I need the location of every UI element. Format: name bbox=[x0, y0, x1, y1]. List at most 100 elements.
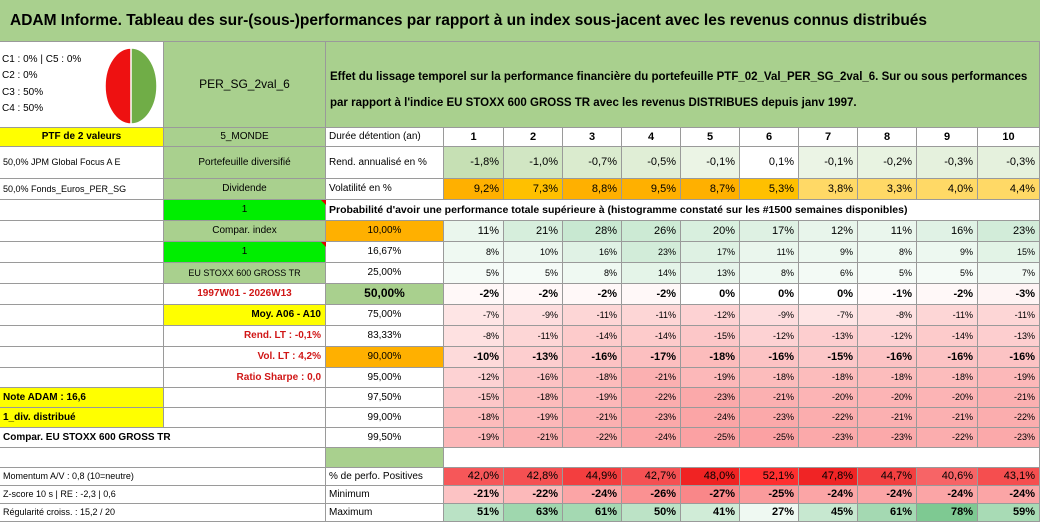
quantile-value: -12% bbox=[740, 326, 799, 347]
quantile-value: -19% bbox=[563, 388, 622, 408]
quantile-value: -19% bbox=[681, 368, 740, 388]
quantile-value: -25% bbox=[681, 428, 740, 448]
pct-positive-value: 40,6% bbox=[917, 468, 978, 486]
quantile-value: -21% bbox=[917, 408, 978, 428]
quantile-value: -19% bbox=[978, 368, 1040, 388]
max-value: 61% bbox=[563, 504, 622, 522]
max-label: Maximum bbox=[326, 504, 444, 522]
quantile-value: 13% bbox=[681, 263, 740, 284]
quantile-value: -23% bbox=[858, 428, 917, 448]
empty-cell bbox=[0, 368, 164, 388]
quantile-value: 14% bbox=[622, 263, 681, 284]
duration-label: Durée détention (an) bbox=[326, 128, 444, 147]
pct-positive-value: 42,8% bbox=[504, 468, 563, 486]
quantile-value: -18% bbox=[799, 368, 858, 388]
quantile-value: -13% bbox=[504, 347, 563, 368]
pct-positive-value: 52,1% bbox=[740, 468, 799, 486]
portfolio-name: PER_SG_2val_6 bbox=[164, 42, 326, 128]
pie-slice-red bbox=[104, 47, 132, 125]
max-value: 78% bbox=[917, 504, 978, 522]
quantile-value: -16% bbox=[917, 347, 978, 368]
quantile-value: -10% bbox=[444, 347, 504, 368]
quantile-value: -23% bbox=[681, 388, 740, 408]
quantile-value: -13% bbox=[978, 326, 1040, 347]
quantile-value: -23% bbox=[740, 408, 799, 428]
vol-value: 4,0% bbox=[917, 179, 978, 200]
vol-value: 7,3% bbox=[504, 179, 563, 200]
quantile-value: -11% bbox=[622, 305, 681, 326]
quantile-value: -11% bbox=[504, 326, 563, 347]
quantile-value: -11% bbox=[978, 305, 1040, 326]
category-legend: C1 : 0% | C5 : 0% C2 : 0% C3 : 50% C4 : … bbox=[0, 42, 164, 128]
quantile-value: 26% bbox=[622, 221, 681, 242]
quantile-value: -12% bbox=[681, 305, 740, 326]
quantile-value: -16% bbox=[978, 347, 1040, 368]
quantile-value: -21% bbox=[622, 368, 681, 388]
quantile-value: -20% bbox=[917, 388, 978, 408]
quantile-value: -12% bbox=[858, 326, 917, 347]
quantile-value: 8% bbox=[858, 242, 917, 263]
description: Effet du lissage temporel sur la perform… bbox=[326, 42, 1040, 128]
empty-green-cell bbox=[326, 448, 444, 468]
year-header: 2 bbox=[504, 128, 563, 147]
quantile-value: -11% bbox=[917, 305, 978, 326]
quantile-value: -2% bbox=[917, 284, 978, 305]
empty-cell bbox=[0, 448, 326, 468]
pct-positive-value: 42,7% bbox=[622, 468, 681, 486]
quantile-value: 9% bbox=[917, 242, 978, 263]
min-value: -24% bbox=[858, 486, 917, 504]
period: 1997W01 - 2026W13 bbox=[164, 284, 326, 305]
max-value: 51% bbox=[444, 504, 504, 522]
rend-value: -1,8% bbox=[444, 147, 504, 179]
quantile-value: 5% bbox=[858, 263, 917, 284]
quantile-value: 17% bbox=[740, 221, 799, 242]
quantile-value: 11% bbox=[740, 242, 799, 263]
rend-value: 0,1% bbox=[740, 147, 799, 179]
rend-value: -0,1% bbox=[799, 147, 858, 179]
empty-cell bbox=[0, 284, 164, 305]
empty-cell bbox=[164, 408, 326, 428]
quantile-value: -14% bbox=[917, 326, 978, 347]
quantile-value: -14% bbox=[622, 326, 681, 347]
quantile-value: -9% bbox=[740, 305, 799, 326]
quantile-value: -24% bbox=[681, 408, 740, 428]
quantile-label: 97,50% bbox=[326, 388, 444, 408]
quantile-value: -2% bbox=[444, 284, 504, 305]
quantile-value: -13% bbox=[799, 326, 858, 347]
year-header: 5 bbox=[681, 128, 740, 147]
quantile-value: -18% bbox=[740, 368, 799, 388]
quantile-label: 99,00% bbox=[326, 408, 444, 428]
quantile-label: 90,00% bbox=[326, 347, 444, 368]
quantile-value: -18% bbox=[681, 347, 740, 368]
quantile-label: 83,33% bbox=[326, 326, 444, 347]
quantile-value: -9% bbox=[504, 305, 563, 326]
quantile-value: -16% bbox=[504, 368, 563, 388]
min-value: -27% bbox=[681, 486, 740, 504]
momentum: Momentum A/V : 0,8 (10=neutre) bbox=[0, 468, 326, 486]
vol-value: 3,8% bbox=[799, 179, 858, 200]
pct-pos-label: % de perfo. Positives bbox=[326, 468, 444, 486]
quantile-value: 6% bbox=[799, 263, 858, 284]
min-value: -22% bbox=[504, 486, 563, 504]
min-value: -24% bbox=[799, 486, 858, 504]
min-value: -24% bbox=[917, 486, 978, 504]
empty-cell bbox=[0, 242, 164, 263]
empty-cell bbox=[0, 221, 164, 242]
index-name: EU STOXX 600 GROSS TR bbox=[164, 263, 326, 284]
max-value: 41% bbox=[681, 504, 740, 522]
rend-value: -0,7% bbox=[563, 147, 622, 179]
legend-line: C2 : 0% bbox=[2, 70, 38, 81]
max-value: 45% bbox=[799, 504, 858, 522]
quantile-value: -18% bbox=[858, 368, 917, 388]
empty-cell bbox=[0, 305, 164, 326]
quantile-value: -7% bbox=[444, 305, 504, 326]
quantile-value: 0% bbox=[681, 284, 740, 305]
quantile-label: 95,00% bbox=[326, 368, 444, 388]
quantile-value: 16% bbox=[563, 242, 622, 263]
compar-full: Compar. EU STOXX 600 GROSS TR bbox=[0, 428, 326, 448]
legend-line: C4 : 50% bbox=[2, 103, 44, 114]
quantile-value: -16% bbox=[563, 347, 622, 368]
quantile-value: -20% bbox=[858, 388, 917, 408]
vol-value: 5,3% bbox=[740, 179, 799, 200]
